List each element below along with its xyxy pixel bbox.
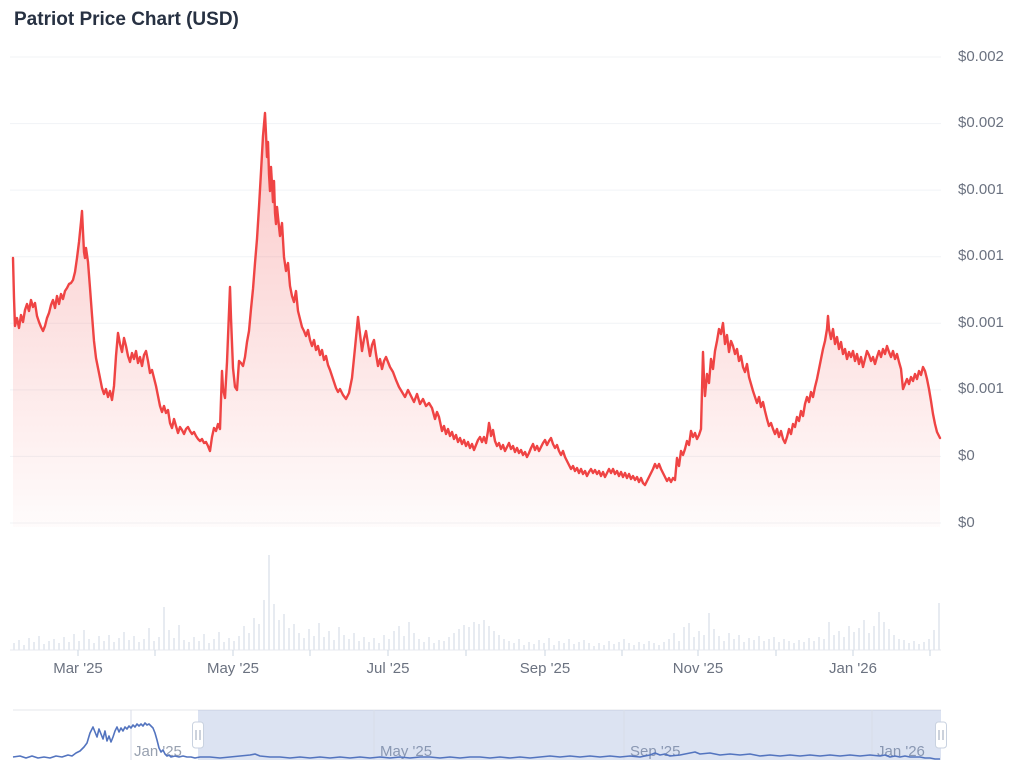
navigator-left-handle[interactable] <box>192 721 204 749</box>
y-axis-label: $0.001 <box>958 247 1004 264</box>
navigator-selected-region[interactable] <box>198 710 941 760</box>
x-axis-label: Mar '25 <box>53 660 103 677</box>
navigator-gridlines <box>130 710 873 760</box>
x-axis-label: Sep '25 <box>519 660 571 677</box>
navigator-mini-chart-line <box>12 722 940 760</box>
chart-title: Patriot Price Chart (USD) <box>14 9 239 30</box>
y-axis-label: $0.001 <box>958 314 1004 331</box>
y-axis-label: $0.001 <box>958 181 1004 198</box>
y-axis-label: $0.002 <box>958 114 1004 131</box>
navigator-right-handle[interactable] <box>935 721 947 749</box>
x-axis-label: Nov '25 <box>672 660 724 677</box>
price-area-fill <box>13 113 940 527</box>
x-axis-label: Jul '25 <box>366 660 410 677</box>
drag-grip-icon <box>938 730 944 740</box>
price-line <box>11 111 942 487</box>
drag-grip-icon <box>195 730 201 740</box>
navigator-axis-label: May '25 <box>380 743 432 760</box>
y-axis-label: $0 <box>958 514 975 531</box>
volume-bars <box>13 555 940 650</box>
y-axis-label: $0 <box>958 447 975 464</box>
x-axis-label: May '25 <box>206 660 260 677</box>
x-axis-ticks <box>10 649 941 656</box>
x-axis-label: Jan '26 <box>829 660 877 677</box>
y-axis-label: $0.001 <box>958 380 1004 397</box>
y-axis-label: $0.002 <box>958 48 1004 65</box>
